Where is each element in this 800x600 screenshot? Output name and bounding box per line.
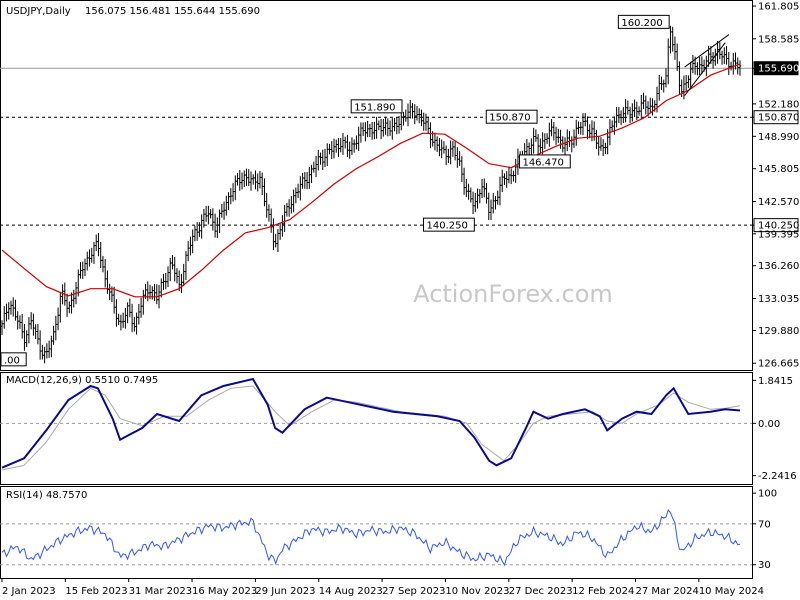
price-tick-label: 152.180 <box>758 99 799 110</box>
chart-header-ohlc: 156.075 156.481 155.644 155.690 <box>85 6 260 17</box>
macd-tick-label: 1.8415 <box>758 376 793 387</box>
rsi-panel-frame <box>0 486 753 579</box>
price-panel-frame <box>0 0 753 371</box>
channel-line-1 <box>684 34 730 68</box>
level-tag-box <box>753 61 799 76</box>
rsi-tick-label: 30 <box>758 560 771 571</box>
macd-tick-label: -2.2416 <box>758 471 797 482</box>
price-bars <box>0 25 742 364</box>
x-tick-label: 15 Feb 2023 <box>65 586 127 597</box>
annotation-label-3: 146.470 <box>522 157 563 168</box>
macd-label: MACD(12,26,9) 0.5510 0.7495 <box>6 375 158 386</box>
macd-layer <box>0 377 752 471</box>
rsi-line <box>1 509 741 567</box>
macd-signal-line <box>1 385 741 471</box>
price-tick-label: 158.585 <box>758 34 799 45</box>
x-tick-label: 31 Mar 2023 <box>129 586 192 597</box>
annotation-box-5 <box>0 352 27 367</box>
rsi-tick-label: 100 <box>758 489 777 500</box>
annotation-box-4 <box>423 217 475 232</box>
price-layer: 160.200 151.890 150.870 146.470 140.250 .00 <box>0 14 752 367</box>
annotation-box-1 <box>350 99 403 114</box>
macd-panel-frame <box>0 372 753 485</box>
macd-tick-label: 0.00 <box>758 419 780 430</box>
x-tick-label: 10 May 2024 <box>699 586 764 597</box>
x-tick-label: 27 Sep 2023 <box>382 586 445 597</box>
price-tick-label: 142.570 <box>758 197 799 208</box>
level-tag-box <box>753 218 799 233</box>
x-tick-label: 2 Jan 2023 <box>2 586 56 597</box>
x-tick-label: 27 Dec 2023 <box>509 586 573 597</box>
chart-header-symbol: USDJPY,Daily <box>6 6 71 17</box>
annotation-box-2 <box>485 109 538 124</box>
price-tick-label: 140.250 <box>758 221 799 232</box>
x-tick-label: 14 Aug 2023 <box>319 586 383 597</box>
x-tick-label: 29 Jun 2023 <box>255 586 315 597</box>
moving-average-line <box>1 63 741 298</box>
x-tick-label: 10 Nov 2023 <box>445 586 509 597</box>
annotation-label-2: 150.870 <box>489 113 530 124</box>
level-tag-box <box>753 110 799 125</box>
x-tick-label: 12 Feb 2024 <box>572 586 634 597</box>
price-tick-label: 126.665 <box>758 359 799 370</box>
price-tick-label: 129.880 <box>758 326 799 337</box>
annotation-box-3 <box>518 154 571 169</box>
annotation-label-1: 151.890 <box>354 102 395 113</box>
annotation-label-5: .00 <box>4 355 20 366</box>
annotation-box-0 <box>617 14 670 29</box>
x-tick-label: 27 Mar 2024 <box>635 586 698 597</box>
watermark-text: ActionForex.com <box>413 280 613 308</box>
macd-main-line <box>1 377 741 469</box>
rsi-label: RSI(14) 48.7570 <box>6 490 87 501</box>
rsi-layer <box>0 509 752 567</box>
price-tick-label: 139.395 <box>758 229 799 240</box>
price-tick-label: 148.990 <box>758 132 799 143</box>
price-tick-label: 145.805 <box>758 164 799 175</box>
price-tick-label: 155.690 <box>758 64 799 75</box>
annotation-label-0: 160.200 <box>621 18 662 29</box>
x-tick-label: 16 May 2023 <box>192 586 257 597</box>
panel-frames <box>0 0 753 579</box>
price-tick-label: 133.035 <box>758 294 799 305</box>
annotation-label-4: 140.250 <box>427 221 468 232</box>
price-tick-label: 150.870 <box>758 113 799 124</box>
rsi-tick-label: 70 <box>758 519 771 530</box>
price-tick-label: 161.805 <box>758 2 799 13</box>
price-tick-label: 136.260 <box>758 261 799 272</box>
channel-line-0 <box>684 42 726 96</box>
